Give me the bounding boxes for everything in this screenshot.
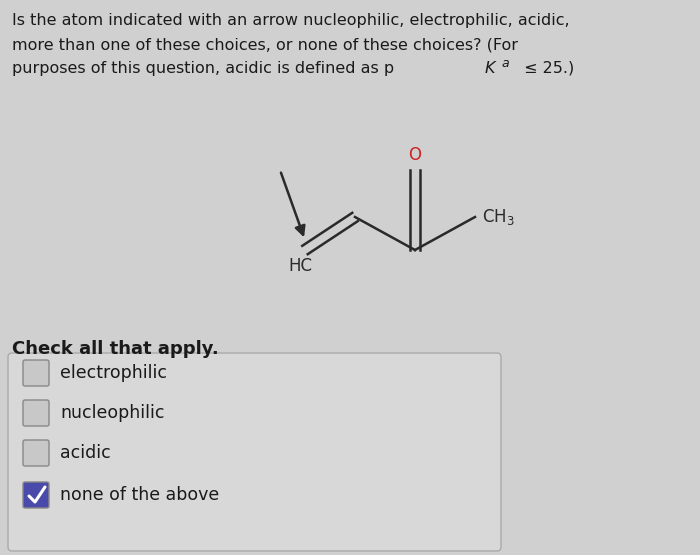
Text: ≤ 25.): ≤ 25.) <box>519 61 574 76</box>
Text: CH$_3$: CH$_3$ <box>482 207 514 227</box>
Text: purposes of this question, acidic is defined as p: purposes of this question, acidic is def… <box>12 61 394 76</box>
Text: more than one of these choices, or none of these choices? (For: more than one of these choices, or none … <box>12 37 518 52</box>
FancyBboxPatch shape <box>23 482 49 508</box>
Text: acidic: acidic <box>60 444 111 462</box>
FancyBboxPatch shape <box>8 353 501 551</box>
Text: HC: HC <box>288 257 312 275</box>
FancyBboxPatch shape <box>23 360 49 386</box>
Text: Is the atom indicated with an arrow nucleophilic, electrophilic, acidic,: Is the atom indicated with an arrow nucl… <box>12 13 570 28</box>
FancyBboxPatch shape <box>23 400 49 426</box>
Text: electrophilic: electrophilic <box>60 364 167 382</box>
Text: a: a <box>502 58 510 70</box>
Text: nucleophilic: nucleophilic <box>60 404 164 422</box>
Text: O: O <box>409 146 421 164</box>
Text: none of the above: none of the above <box>60 486 219 504</box>
FancyBboxPatch shape <box>23 440 49 466</box>
Text: K: K <box>485 61 496 76</box>
Text: Check all that apply.: Check all that apply. <box>12 340 218 358</box>
